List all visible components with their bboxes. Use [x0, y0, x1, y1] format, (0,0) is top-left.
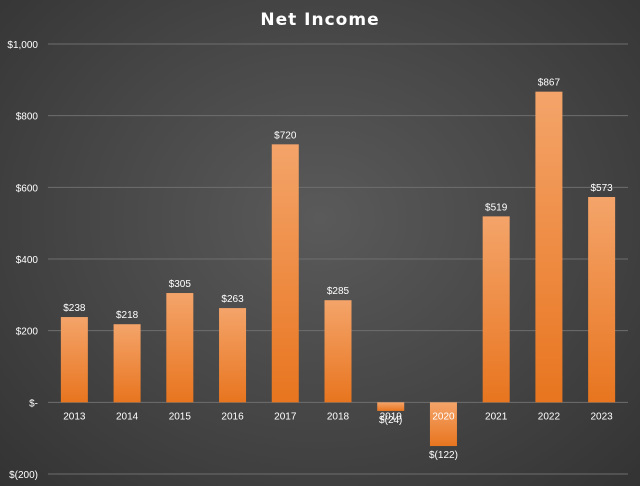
bar-2021 [482, 216, 510, 403]
x-tick-label-2022: 2022 [538, 411, 561, 422]
data-label-2018: $285 [327, 286, 350, 297]
bar-2014 [113, 324, 141, 403]
data-label-2021: $519 [485, 202, 508, 213]
y-tick-label: $200 [16, 327, 39, 338]
bar-2015 [166, 293, 194, 403]
y-tick-label: $600 [16, 183, 39, 194]
data-label-2023: $573 [591, 183, 614, 194]
x-tick-label-2015: 2015 [169, 411, 192, 422]
x-tick-label-2018: 2018 [327, 411, 350, 422]
data-label-2019: $(24) [379, 415, 402, 426]
x-tick-label-2023: 2023 [591, 411, 614, 422]
bar-2020 [429, 402, 457, 447]
x-tick-label-2017: 2017 [274, 411, 297, 422]
y-axis-tick-labels: $1,000 $800 $600 $400 $200 $- $(200) [7, 40, 38, 481]
data-label-2016: $263 [221, 294, 244, 305]
bar-2017 [271, 144, 299, 403]
y-tick-label: $- [29, 398, 38, 409]
y-tick-label: $1,000 [7, 40, 38, 51]
x-tick-label-2014: 2014 [116, 411, 139, 422]
bar-2016 [219, 308, 247, 403]
chart-title: Net Income [260, 10, 379, 30]
data-label-2017: $720 [274, 130, 297, 141]
data-labels: $238 $218 $305 $263 $720 $285 $(24) $(122) $519 $… [63, 78, 613, 461]
x-axis-tick-labels: 2013 2014 2015 2016 2017 2018 2019 2020 2021 2022… [63, 411, 613, 422]
bar-2022 [535, 91, 563, 403]
x-tick-label-2019: 2019 [380, 411, 403, 422]
bar-2019 [377, 402, 405, 411]
data-label-2014: $218 [116, 310, 139, 321]
y-tick-label: $400 [16, 255, 39, 266]
bar-2023 [588, 197, 616, 403]
bar-2018 [324, 300, 352, 403]
bar-2013 [60, 317, 88, 403]
x-tick-label-2016: 2016 [221, 411, 244, 422]
data-label-2015: $305 [169, 279, 192, 290]
bars [60, 91, 616, 447]
x-tick-label-2013: 2013 [63, 411, 86, 422]
data-label-2013: $238 [63, 303, 86, 314]
x-tick-label-2020: 2020 [432, 411, 455, 422]
data-label-2020: $(122) [429, 450, 458, 461]
y-tick-label: $(200) [9, 470, 38, 481]
y-tick-label: $800 [16, 112, 39, 123]
data-label-2022: $867 [538, 78, 561, 89]
x-tick-label-2021: 2021 [485, 411, 508, 422]
